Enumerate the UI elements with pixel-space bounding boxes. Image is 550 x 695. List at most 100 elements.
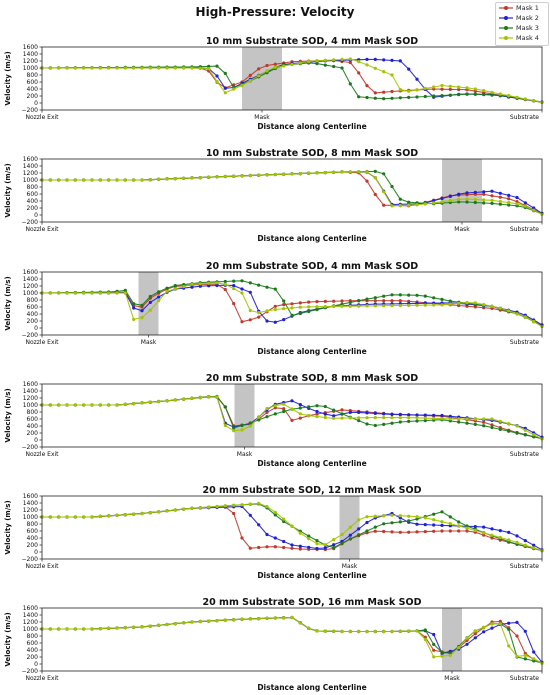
series-point-mask-2 bbox=[298, 403, 302, 407]
legend-marker-icon bbox=[499, 6, 513, 10]
series-point-mask-2 bbox=[490, 626, 494, 630]
series-point-mask-4 bbox=[440, 83, 444, 88]
series-point-mask-3 bbox=[373, 96, 377, 100]
series-point-mask-4 bbox=[90, 403, 94, 407]
y-tick-label: −200 bbox=[22, 219, 39, 226]
y-tick-label: 1200 bbox=[23, 395, 38, 402]
series-point-mask-1 bbox=[323, 299, 327, 303]
series-point-mask-4 bbox=[215, 395, 219, 399]
series-point-mask-3 bbox=[432, 296, 436, 300]
series-point-mask-3 bbox=[257, 418, 261, 422]
series-point-mask-2 bbox=[348, 533, 352, 537]
series-point-mask-2 bbox=[415, 522, 419, 526]
x-tick-label-nozzle: Nozzle Exit bbox=[25, 451, 59, 458]
series-point-mask-2 bbox=[273, 320, 277, 324]
y-tick-label: 600 bbox=[27, 304, 39, 311]
series-point-mask-2 bbox=[382, 412, 386, 416]
series-point-mask-4 bbox=[382, 304, 386, 308]
series-point-mask-4 bbox=[357, 629, 361, 634]
series-point-mask-1 bbox=[257, 315, 261, 319]
series-point-mask-4 bbox=[348, 525, 352, 529]
series-point-mask-2 bbox=[515, 620, 519, 625]
series-point-mask-3 bbox=[423, 628, 427, 632]
series-point-mask-1 bbox=[273, 62, 277, 66]
series-point-mask-4 bbox=[240, 617, 244, 621]
series-point-mask-4 bbox=[265, 406, 269, 411]
series-point-mask-2 bbox=[373, 411, 377, 415]
series-point-mask-2 bbox=[232, 284, 236, 288]
y-tick-label: 800 bbox=[27, 633, 39, 640]
series-point-mask-1 bbox=[390, 530, 394, 534]
series-point-mask-4 bbox=[290, 524, 294, 528]
series-point-mask-4 bbox=[407, 416, 411, 420]
series-point-mask-2 bbox=[215, 74, 219, 78]
x-tick-label-nozzle: Nozzle Exit bbox=[25, 226, 59, 233]
series-point-mask-1 bbox=[273, 406, 277, 410]
series-point-mask-4 bbox=[448, 653, 452, 658]
y-tick-label: 1200 bbox=[23, 58, 38, 65]
series-point-mask-2 bbox=[140, 309, 144, 313]
series-point-mask-3 bbox=[373, 423, 377, 428]
legend-item-mask-1: Mask 1 bbox=[496, 3, 548, 13]
series-point-mask-4 bbox=[373, 66, 377, 70]
series-point-mask-3 bbox=[465, 524, 469, 528]
series-point-mask-3 bbox=[473, 92, 477, 96]
series-point-mask-4 bbox=[532, 99, 536, 103]
series-point-mask-3 bbox=[332, 546, 336, 550]
series-point-mask-4 bbox=[115, 513, 119, 517]
series-point-mask-1 bbox=[290, 302, 294, 306]
series-point-mask-4 bbox=[465, 526, 469, 530]
series-point-mask-2 bbox=[532, 650, 536, 654]
series-point-mask-3 bbox=[440, 650, 444, 654]
series-point-mask-4 bbox=[423, 516, 427, 520]
series-point-mask-4 bbox=[348, 416, 352, 420]
y-tick-label: 800 bbox=[27, 521, 39, 528]
series-point-mask-4 bbox=[357, 304, 361, 308]
series-point-mask-4 bbox=[57, 627, 61, 631]
y-tick-label: 200 bbox=[27, 654, 39, 661]
series-point-mask-4 bbox=[273, 65, 277, 69]
series-point-mask-4 bbox=[290, 615, 294, 620]
series-point-mask-2 bbox=[390, 412, 394, 416]
series-point-mask-3 bbox=[323, 404, 327, 409]
x-tick-label-substrate: Substrate bbox=[510, 563, 539, 570]
series-point-mask-4 bbox=[382, 629, 386, 634]
series-point-mask-4 bbox=[357, 60, 361, 64]
series-point-mask-3 bbox=[373, 525, 377, 529]
series-point-mask-1 bbox=[498, 619, 502, 624]
series-point-mask-4 bbox=[182, 176, 186, 180]
series-point-mask-4 bbox=[398, 629, 402, 633]
series-point-mask-4 bbox=[73, 178, 77, 182]
series-point-mask-4 bbox=[390, 204, 394, 208]
series-point-mask-4 bbox=[123, 291, 127, 295]
series-point-mask-1 bbox=[398, 530, 402, 534]
series-point-mask-4 bbox=[165, 399, 169, 403]
series-point-mask-4 bbox=[390, 629, 394, 634]
series-point-mask-3 bbox=[240, 279, 244, 283]
series-point-mask-2 bbox=[332, 414, 336, 418]
series-point-mask-4 bbox=[257, 74, 261, 78]
series-point-mask-4 bbox=[215, 504, 219, 509]
series-point-mask-4 bbox=[282, 616, 286, 620]
series-point-mask-2 bbox=[148, 300, 152, 304]
series-point-mask-1 bbox=[407, 530, 411, 534]
series-point-mask-3 bbox=[273, 513, 277, 517]
series-point-mask-4 bbox=[482, 89, 486, 93]
series-point-mask-3 bbox=[223, 405, 227, 409]
series-point-mask-4 bbox=[340, 170, 344, 174]
series-point-mask-2 bbox=[282, 539, 286, 544]
series-point-mask-4 bbox=[132, 402, 136, 406]
series-point-mask-4 bbox=[290, 407, 294, 411]
series-point-mask-3 bbox=[398, 293, 402, 297]
series-point-mask-3 bbox=[173, 284, 177, 288]
y-axis-label: Velocity (m/s) bbox=[4, 163, 12, 217]
series-point-mask-2 bbox=[440, 413, 444, 418]
series-point-mask-4 bbox=[82, 403, 86, 407]
series-point-mask-4 bbox=[532, 546, 536, 550]
series-point-mask-2 bbox=[482, 630, 486, 634]
y-tick-label: 1400 bbox=[23, 163, 38, 170]
series-point-mask-1 bbox=[482, 192, 486, 196]
series-point-mask-3 bbox=[407, 419, 411, 423]
series-point-mask-1 bbox=[432, 648, 436, 652]
series-point-mask-3 bbox=[357, 95, 361, 99]
